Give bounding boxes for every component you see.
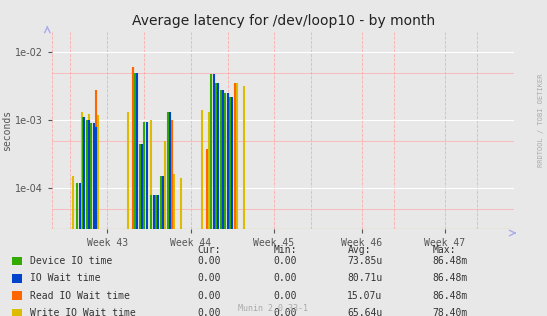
Text: 0.00: 0.00	[274, 308, 297, 316]
Text: 86.48m: 86.48m	[432, 273, 467, 283]
Text: Read IO Wait time: Read IO Wait time	[30, 291, 130, 301]
Text: 86.48m: 86.48m	[432, 291, 467, 301]
Text: 0.00: 0.00	[197, 308, 220, 316]
Text: Write IO Wait time: Write IO Wait time	[30, 308, 136, 316]
Text: 86.48m: 86.48m	[432, 256, 467, 266]
Text: 78.40m: 78.40m	[432, 308, 467, 316]
Text: 80.71u: 80.71u	[347, 273, 382, 283]
Text: 65.64u: 65.64u	[347, 308, 382, 316]
Text: 0.00: 0.00	[274, 273, 297, 283]
Text: 0.00: 0.00	[197, 256, 220, 266]
Text: 0.00: 0.00	[274, 291, 297, 301]
Y-axis label: seconds: seconds	[2, 110, 12, 151]
Text: 73.85u: 73.85u	[347, 256, 382, 266]
Text: 0.00: 0.00	[197, 273, 220, 283]
Title: Average latency for /dev/loop10 - by month: Average latency for /dev/loop10 - by mon…	[131, 14, 435, 28]
Text: 0.00: 0.00	[274, 256, 297, 266]
Text: Max:: Max:	[432, 245, 456, 255]
Text: 0.00: 0.00	[197, 291, 220, 301]
Text: RRDTOOL / TOBI OETIKER: RRDTOOL / TOBI OETIKER	[538, 73, 544, 167]
Text: Munin 2.0.33-1: Munin 2.0.33-1	[238, 305, 309, 313]
Text: Min:: Min:	[274, 245, 297, 255]
Text: Device IO time: Device IO time	[30, 256, 112, 266]
Text: Cur:: Cur:	[197, 245, 220, 255]
Text: Avg:: Avg:	[347, 245, 371, 255]
Text: 15.07u: 15.07u	[347, 291, 382, 301]
Text: IO Wait time: IO Wait time	[30, 273, 101, 283]
